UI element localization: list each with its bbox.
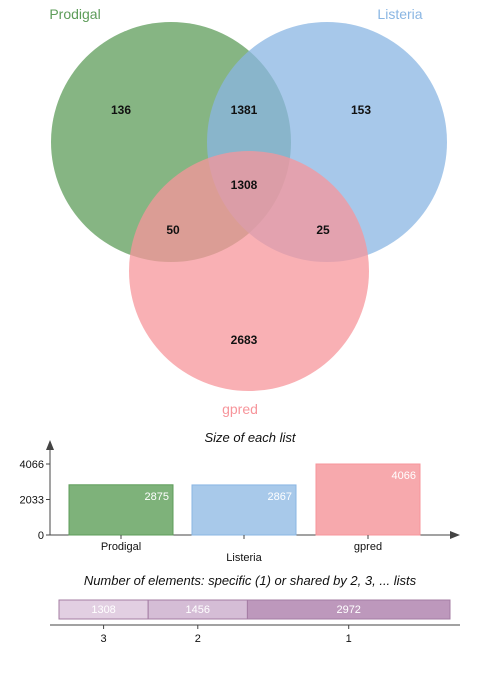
list-size-chart: Size of each list 0 2033 4066 2875 Prodigal…: [20, 430, 460, 564]
shared-count-segments: 1308 3 1456 2 2972 1: [58, 599, 451, 645]
list-size-bar: [191, 484, 297, 536]
shared-count-chart-title: Number of elements: specific (1) or shar…: [84, 573, 417, 588]
shared-count-segment-value: 1308: [91, 604, 115, 616]
list-size-bar-value: 2867: [268, 491, 292, 503]
list-size-y-ticks: 0 2033 4066: [20, 459, 50, 542]
list-size-bar: [315, 463, 421, 536]
shared-count-chart: Number of elements: specific (1) or shar…: [50, 573, 460, 645]
venn-count-listeria-gpred: 25: [316, 223, 330, 237]
shared-count-segment: [246, 599, 451, 620]
shared-count-tick-label: 1: [346, 633, 352, 645]
list-size-y-axis-arrow: [46, 440, 54, 450]
venn-set-label-gpred: gpred: [222, 401, 258, 417]
shared-count-segment-value: 2972: [336, 604, 360, 616]
list-size-bars: 2875 Prodigal 2867 Listeria 4066 gpred: [68, 463, 421, 564]
venn-set-label-listeria: Listeria: [377, 6, 422, 22]
list-size-x-tick-label: Prodigal: [101, 541, 141, 553]
venn-count-all-three: 1308: [231, 178, 258, 192]
venn-count-listeria-only: 153: [351, 103, 371, 117]
shared-count-tick-label: 2: [195, 633, 201, 645]
venn-count-gpred-only: 2683: [231, 333, 258, 347]
venn-diagram: Prodigal Listeria gpred 136 153 2683 138…: [49, 6, 447, 417]
venn-circle-gpred: [129, 151, 369, 391]
shared-count-tick-label: 3: [101, 633, 107, 645]
venn-count-prodigal-only: 136: [111, 103, 131, 117]
shared-count-segment-value: 1456: [186, 604, 210, 616]
venn-count-prodigal-listeria: 1381: [231, 103, 258, 117]
list-size-y-tick-label: 0: [38, 530, 44, 542]
list-size-bar-value: 4066: [392, 470, 416, 482]
venn-count-prodigal-gpred: 50: [166, 223, 180, 237]
list-size-x-tick-label: Listeria: [226, 552, 262, 564]
list-size-bar-value: 2875: [145, 491, 169, 503]
venn-set-label-prodigal: Prodigal: [49, 6, 100, 22]
list-size-bar: [68, 484, 174, 536]
list-size-x-tick-label: gpred: [354, 541, 382, 553]
list-size-y-tick-label: 4066: [20, 459, 44, 471]
list-size-chart-title: Size of each list: [204, 430, 296, 445]
list-size-y-tick-label: 2033: [20, 495, 44, 507]
list-size-x-axis-arrow: [450, 531, 460, 539]
